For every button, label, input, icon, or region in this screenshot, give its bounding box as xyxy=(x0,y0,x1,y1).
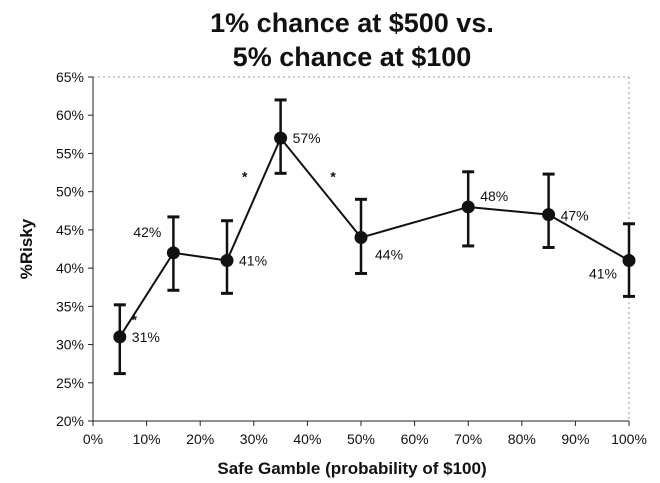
significance-marker: * xyxy=(132,311,138,327)
data-label: 31% xyxy=(132,329,160,345)
data-label: 48% xyxy=(480,188,508,204)
data-label: 44% xyxy=(375,247,403,263)
significance-marker: * xyxy=(242,168,248,184)
y-tick-label: 60% xyxy=(56,107,84,123)
data-point xyxy=(220,253,234,267)
y-tick-label: 50% xyxy=(56,184,84,200)
y-tick-label: 65% xyxy=(56,69,84,85)
x-axis-label: Safe Gamble (probability of $100) xyxy=(217,459,486,478)
plot-area: 31% 42% 41% 57% 44% 48% 47% 41% * * * xyxy=(113,98,636,376)
data-point xyxy=(461,200,475,214)
y-tick-label: 20% xyxy=(56,413,84,429)
y-tick-label: 35% xyxy=(56,298,84,314)
series-line xyxy=(118,136,630,338)
x-tick-label: 20% xyxy=(186,431,214,447)
data-point xyxy=(542,208,556,222)
data-label: 42% xyxy=(133,224,161,240)
data-point xyxy=(622,253,636,267)
data-point xyxy=(113,330,127,344)
x-tick-label: 60% xyxy=(401,431,429,447)
y-tick-label: 30% xyxy=(56,337,84,353)
significance-marker: * xyxy=(330,168,336,184)
x-tick-label: 100% xyxy=(611,431,647,447)
data-label: 41% xyxy=(239,252,267,268)
data-point xyxy=(274,131,288,145)
x-tick-label: 40% xyxy=(293,431,321,447)
data-label: 57% xyxy=(293,130,321,146)
tick-labels: 20% 25% 30% 35% 40% 45% 50% 55% 60% 65% 0% 10% 20% 30… xyxy=(56,69,647,447)
x-tick-label: 90% xyxy=(561,431,589,447)
y-tick-label: 40% xyxy=(56,260,84,276)
y-tick-label: 25% xyxy=(56,375,84,391)
x-tick-label: 0% xyxy=(83,431,103,447)
y-axis-label: %Risky xyxy=(17,218,36,279)
x-tick-label: 80% xyxy=(508,431,536,447)
y-tick-label: 45% xyxy=(56,222,84,238)
data-point xyxy=(166,246,180,260)
x-tick-label: 10% xyxy=(133,431,161,447)
y-tick-label: 55% xyxy=(56,145,84,161)
x-tick-label: 30% xyxy=(240,431,268,447)
chart-title-line-1: 1% chance at $500 vs. xyxy=(210,8,494,38)
x-tick-label: 70% xyxy=(454,431,482,447)
x-tick-label: 50% xyxy=(347,431,375,447)
data-point xyxy=(354,231,368,245)
chart-title-line-2: 5% chance at $100 xyxy=(233,42,472,72)
data-label: 41% xyxy=(589,265,617,281)
data-label: 47% xyxy=(561,208,589,224)
